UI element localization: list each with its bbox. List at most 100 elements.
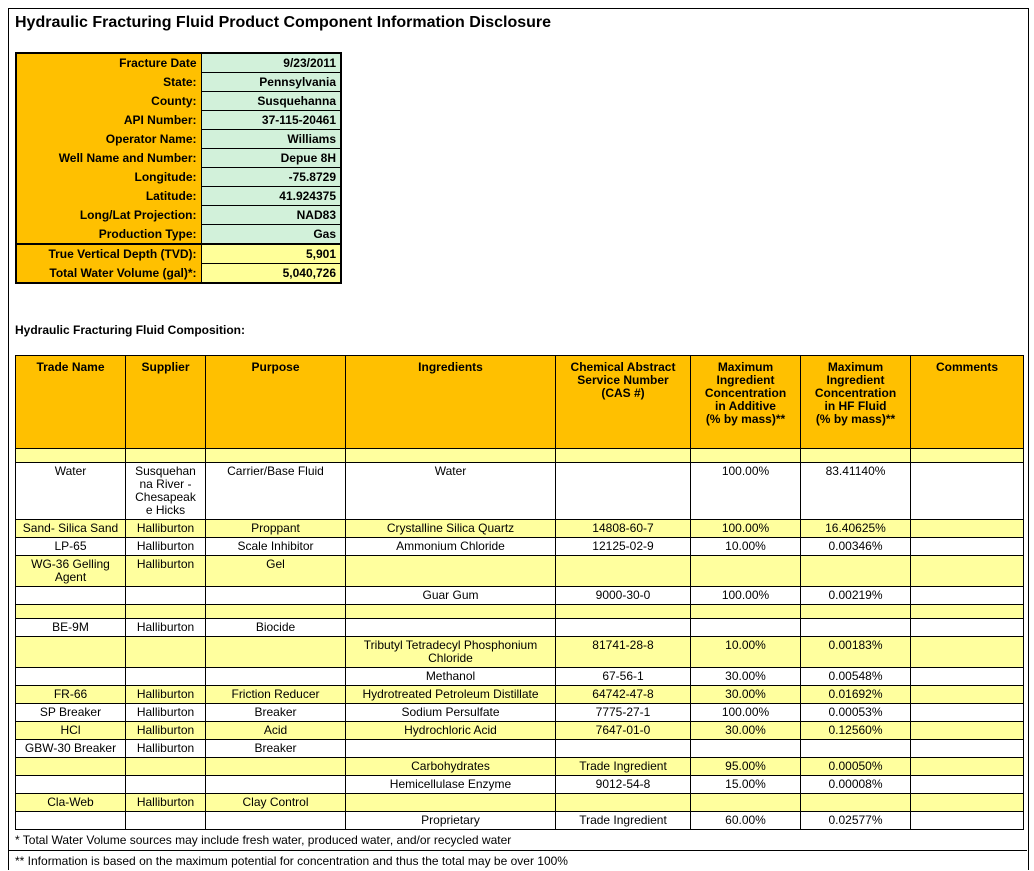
cell-ingredients: Hydrotreated Petroleum Distillate <box>345 685 556 704</box>
column-header-cas-number: Chemical Abstract Service Number (CAS #) <box>555 355 691 449</box>
cell-max-concentration-hf-fluid: 83.41140% <box>800 462 911 520</box>
cell-comments <box>910 537 1024 556</box>
cell-comments <box>910 757 1024 776</box>
cell-max-concentration-additive: 100.00% <box>690 519 801 538</box>
cell-ingredients: Tributyl Tetradecyl Phosphonium Chloride <box>345 636 556 668</box>
cell-cas-number: 12125-02-9 <box>555 537 691 556</box>
cell-max-concentration-additive: 100.00% <box>690 462 801 520</box>
cell-purpose: Acid <box>205 721 346 740</box>
cell-cas-number <box>555 555 691 587</box>
cell-trade-name <box>15 604 126 619</box>
cell-supplier: Halliburton <box>125 555 206 587</box>
cell-supplier <box>125 448 206 463</box>
cell-max-concentration-hf-fluid: 0.00548% <box>800 667 911 686</box>
cell-max-concentration-additive: 95.00% <box>690 757 801 776</box>
cell-purpose <box>205 757 346 776</box>
well-info-label: Longitude: <box>16 167 202 187</box>
footnote-concentration: ** Information is based on the maximum p… <box>15 854 568 868</box>
cell-purpose: Proppant <box>205 519 346 538</box>
cell-cas-number <box>555 793 691 812</box>
well-info-row: State: Pennsylvania <box>16 72 342 92</box>
well-info-value: Pennsylvania <box>200 72 342 92</box>
cell-max-concentration-additive <box>690 448 801 463</box>
well-info-row: Operator Name: Williams <box>16 129 342 149</box>
cell-max-concentration-hf-fluid: 0.00346% <box>800 537 911 556</box>
cell-supplier <box>125 811 206 830</box>
cell-max-concentration-hf-fluid <box>800 555 911 587</box>
cell-trade-name: SP Breaker <box>15 703 126 722</box>
cell-cas-number: 7647-01-0 <box>555 721 691 740</box>
cell-supplier <box>125 757 206 776</box>
well-info-row: Latitude: 41.924375 <box>16 186 342 206</box>
cell-max-concentration-hf-fluid <box>800 604 911 619</box>
cell-max-concentration-additive: 100.00% <box>690 586 801 605</box>
cell-max-concentration-additive: 10.00% <box>690 636 801 668</box>
table-row: Hemicellulase Enzyme 9012-54-8 15.00% 0.000… <box>15 775 1024 794</box>
cell-trade-name <box>15 811 126 830</box>
well-info-row: Longitude: -75.8729 <box>16 167 342 187</box>
cell-cas-number: 9000-30-0 <box>555 586 691 605</box>
well-info-value: Williams <box>200 129 342 149</box>
column-header-supplier: Supplier <box>125 355 206 449</box>
cell-max-concentration-additive: 100.00% <box>690 703 801 722</box>
cell-comments <box>910 703 1024 722</box>
cell-cas-number: 67-56-1 <box>555 667 691 686</box>
cell-purpose: Scale Inhibitor <box>205 537 346 556</box>
cell-comments <box>910 775 1024 794</box>
well-info-label: Latitude: <box>16 186 202 206</box>
well-info-value: Gas <box>200 224 342 245</box>
cell-cas-number: 64742-47-8 <box>555 685 691 704</box>
cell-purpose: Breaker <box>205 739 346 758</box>
cell-max-concentration-additive: 60.00% <box>690 811 801 830</box>
cell-cas-number <box>555 448 691 463</box>
well-info-value: 5,901 <box>200 243 342 264</box>
cell-trade-name: BE-9M <box>15 618 126 637</box>
cell-comments <box>910 448 1024 463</box>
cell-comments <box>910 555 1024 587</box>
cell-ingredients: Ammonium Chloride <box>345 537 556 556</box>
cell-ingredients <box>345 604 556 619</box>
cell-max-concentration-additive: 15.00% <box>690 775 801 794</box>
table-row: Carbohydrates Trade Ingredient 95.00% 0.000… <box>15 757 1024 776</box>
cell-cas-number: 7775-27-1 <box>555 703 691 722</box>
composition-section: Trade Name Supplier Purpose Ingredients Chem… <box>9 355 1027 871</box>
table-row: Tributyl Tetradecyl Phosphonium Chloride… <box>15 636 1024 668</box>
table-row: Cla-Web Halliburton Clay Control <box>15 793 1024 812</box>
cell-max-concentration-additive <box>690 618 801 637</box>
column-header-ingredients: Ingredients <box>345 355 556 449</box>
cell-trade-name: WG-36 Gelling Agent <box>15 555 126 587</box>
cell-purpose <box>205 448 346 463</box>
cell-ingredients: Sodium Persulfate <box>345 703 556 722</box>
cell-comments <box>910 811 1024 830</box>
table-row: BE-9M Halliburton Biocide <box>15 618 1024 637</box>
cell-max-concentration-hf-fluid <box>800 793 911 812</box>
well-info-value: 37-115-20461 <box>200 110 342 130</box>
well-info-label: Total Water Volume (gal)*: <box>16 263 202 283</box>
cell-max-concentration-additive: 30.00% <box>690 685 801 704</box>
well-info-label: Long/Lat Projection: <box>16 205 202 225</box>
well-info-row: Total Water Volume (gal)*: 5,040,726 <box>16 263 342 284</box>
cell-supplier <box>125 636 206 668</box>
cell-comments <box>910 739 1024 758</box>
cell-trade-name: Sand- Silica Sand <box>15 519 126 538</box>
cell-purpose <box>205 636 346 668</box>
cell-max-concentration-additive <box>690 604 801 619</box>
table-row: WG-36 Gelling Agent Halliburton Gel <box>15 555 1024 587</box>
cell-max-concentration-additive <box>690 555 801 587</box>
cell-max-concentration-hf-fluid <box>800 739 911 758</box>
composition-heading: Hydraulic Fracturing Fluid Composition: <box>15 323 246 337</box>
well-info-row: Fracture Date 9/23/2011 <box>16 52 342 73</box>
cell-supplier: Halliburton <box>125 519 206 538</box>
cell-ingredients <box>345 448 556 463</box>
cell-supplier: Halliburton <box>125 618 206 637</box>
well-info-label: Fracture Date <box>16 53 202 73</box>
cell-trade-name <box>15 586 126 605</box>
cell-cas-number: Trade Ingredient <box>555 811 691 830</box>
cell-ingredients: Proprietary <box>345 811 556 830</box>
cell-comments <box>910 462 1024 520</box>
cell-ingredients: Crystalline Silica Quartz <box>345 519 556 538</box>
well-info-row: True Vertical Depth (TVD): 5,901 <box>16 243 342 264</box>
cell-supplier: Susquehanna River - Chesapeake Hicks <box>125 462 206 520</box>
cell-trade-name: LP-65 <box>15 537 126 556</box>
cell-comments <box>910 519 1024 538</box>
